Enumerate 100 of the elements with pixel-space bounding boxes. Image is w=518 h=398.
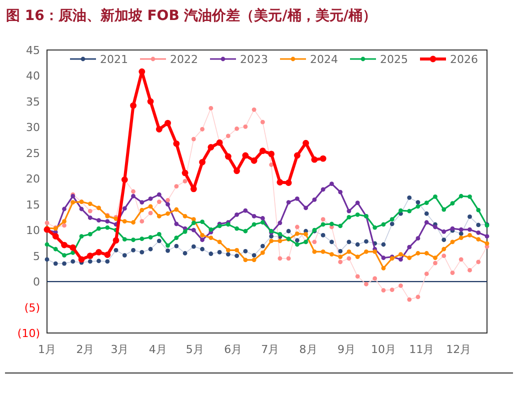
point: [234, 168, 240, 174]
point: [381, 256, 386, 260]
point: [122, 253, 127, 258]
point: [269, 238, 274, 244]
point: [148, 246, 153, 252]
point: [122, 206, 127, 211]
point: [364, 250, 368, 254]
point: [96, 226, 101, 231]
point: [156, 192, 162, 197]
point: [458, 231, 464, 236]
x-tick-label: 3月: [110, 343, 129, 356]
point: [442, 246, 446, 252]
point: [208, 227, 214, 232]
point: [260, 220, 265, 225]
point: [390, 222, 394, 226]
x-tick-label: 7月: [261, 343, 280, 356]
point: [78, 256, 85, 263]
point: [156, 200, 162, 204]
point: [182, 170, 188, 176]
point: [182, 251, 188, 256]
point: [252, 253, 256, 258]
point: [208, 252, 214, 256]
point: [424, 211, 429, 216]
point: [424, 220, 429, 225]
point: [96, 218, 101, 223]
y-tick-label: 5: [33, 250, 40, 263]
point: [346, 250, 352, 254]
point: [330, 252, 334, 256]
point: [156, 126, 162, 132]
x-tick-label: 8月: [299, 343, 318, 356]
x-tick-label: 10月: [370, 343, 396, 356]
point: [217, 250, 222, 254]
point: [191, 220, 196, 226]
point: [182, 229, 188, 234]
point: [147, 98, 154, 105]
point: [260, 244, 265, 248]
point: [88, 259, 92, 264]
point: [330, 222, 334, 226]
x-tick-label: 6月: [224, 343, 242, 356]
point: [424, 200, 429, 206]
point: [104, 252, 111, 258]
point: [122, 219, 127, 224]
point: [260, 216, 265, 220]
y-tick-label: 10: [26, 224, 40, 238]
point: [200, 246, 204, 252]
point: [294, 196, 300, 201]
point: [346, 215, 352, 220]
point: [312, 198, 317, 202]
point: [166, 198, 170, 202]
point: [53, 246, 58, 252]
legend-label: 2026: [450, 53, 478, 66]
point: [476, 208, 481, 212]
y-tick-label: 35: [26, 95, 40, 108]
point: [191, 244, 196, 249]
point: [243, 124, 248, 129]
point: [276, 179, 284, 186]
point: [114, 248, 118, 252]
point: [131, 194, 136, 198]
point: [226, 134, 230, 138]
point: [53, 261, 58, 266]
point: [191, 136, 196, 142]
point: [416, 204, 420, 209]
point: [122, 237, 127, 242]
point: [304, 232, 308, 236]
point: [484, 241, 490, 246]
point: [294, 152, 300, 159]
point: [252, 107, 256, 112]
legend-label: 2022: [170, 53, 198, 66]
point: [131, 238, 136, 242]
point: [450, 201, 455, 206]
point: [458, 236, 464, 240]
point: [346, 208, 352, 214]
y-tick-label: 15: [26, 198, 40, 212]
point: [250, 157, 258, 164]
point: [182, 214, 188, 218]
point: [140, 219, 144, 224]
point: [338, 224, 343, 228]
point: [390, 288, 394, 292]
point: [182, 179, 188, 184]
point: [140, 208, 144, 212]
point: [52, 233, 59, 240]
point: [166, 243, 170, 248]
point: [208, 236, 214, 240]
point: [96, 258, 101, 264]
point: [252, 214, 256, 218]
point: [96, 249, 102, 256]
point: [88, 202, 92, 206]
point: [259, 148, 266, 154]
point: [398, 252, 403, 256]
point: [346, 240, 352, 244]
point: [476, 237, 481, 242]
y-tick-label: (10): [17, 327, 40, 340]
x-tick-label: 2月: [76, 343, 94, 356]
point: [269, 162, 274, 167]
point: [148, 196, 153, 201]
x-tick-label: 11月: [409, 343, 434, 356]
point: [226, 248, 230, 252]
point: [105, 259, 110, 264]
point: [252, 258, 256, 262]
legend-label: 2025: [380, 53, 408, 66]
